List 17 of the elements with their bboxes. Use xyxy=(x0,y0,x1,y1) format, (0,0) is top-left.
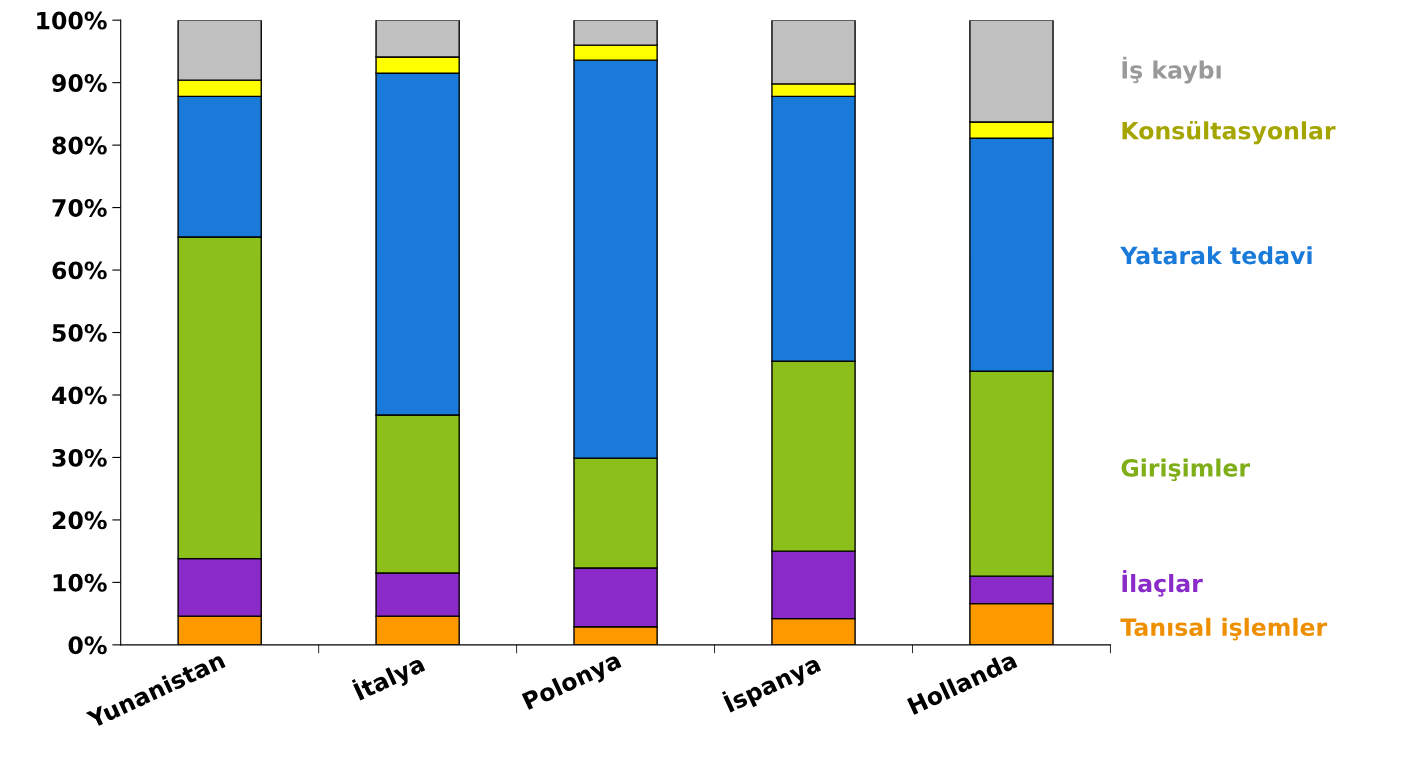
y-tick-label: 20% xyxy=(52,511,107,530)
y-tick-label: 50% xyxy=(52,323,107,342)
y-tick-label: 30% xyxy=(52,448,107,467)
y-tick-label: 80% xyxy=(52,136,107,155)
y-tick-label: 100% xyxy=(37,11,107,30)
y-tick-label: 90% xyxy=(52,74,107,92)
y-tick-label: 40% xyxy=(52,386,107,405)
y-tick-label: 10% xyxy=(53,573,107,592)
text: Tanısal işlemler xyxy=(1120,617,1328,641)
y-tick-label: 70% xyxy=(52,199,107,217)
text: Girişimler xyxy=(1121,458,1250,482)
text: İlaçlar xyxy=(1122,570,1203,597)
y-tick-label: 60% xyxy=(52,261,107,280)
text: İş kaybı xyxy=(1122,56,1221,84)
text: Konsültasyonlar xyxy=(1122,120,1336,145)
y-tick-label: 0% xyxy=(68,636,107,655)
text: Yatarak tedavi xyxy=(1120,246,1312,265)
